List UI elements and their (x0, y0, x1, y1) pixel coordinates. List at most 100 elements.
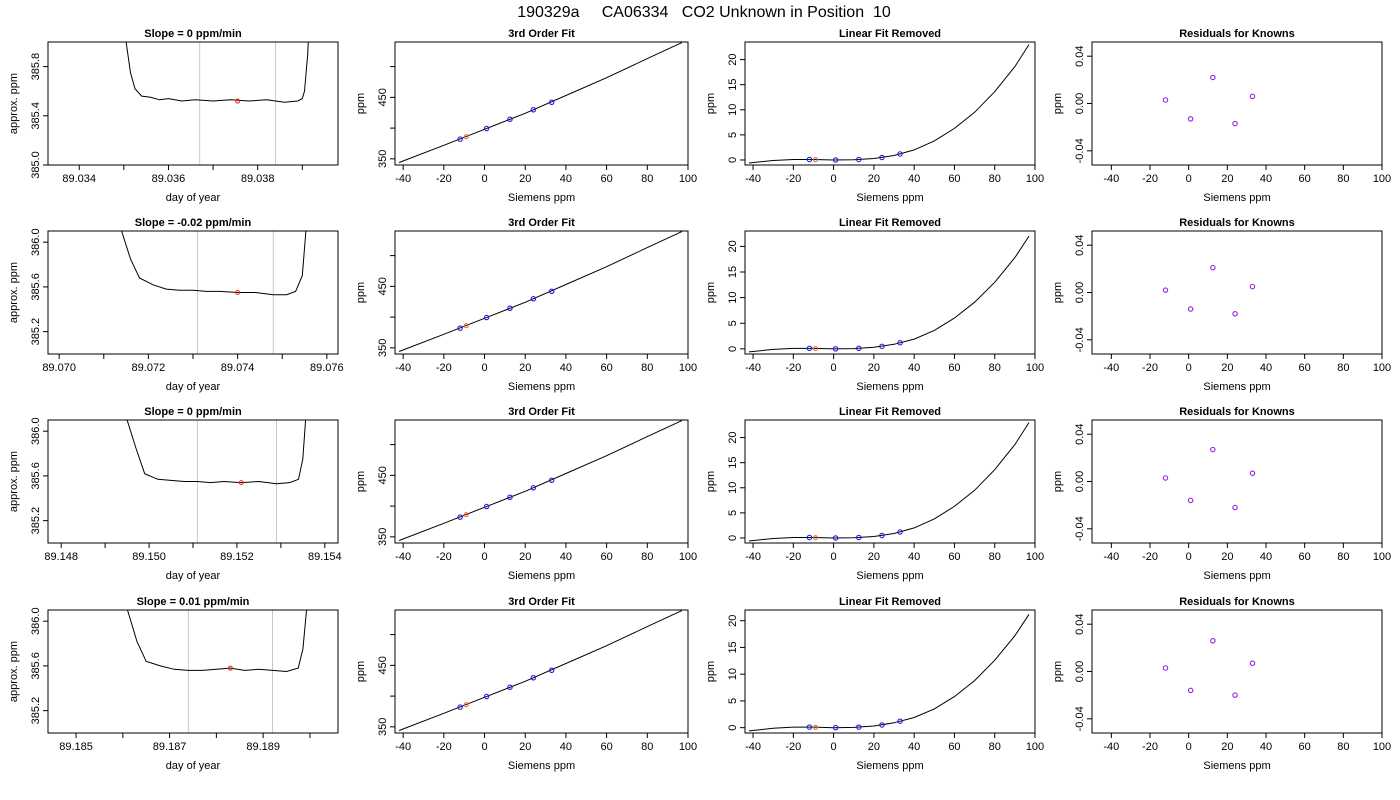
x-tick-label: 60 (948, 741, 960, 753)
x-tick-label: 40 (560, 362, 572, 374)
data-point (1187, 116, 1194, 122)
x-tick-label: -20 (436, 362, 452, 374)
x-tick-label: 89.150 (132, 551, 166, 563)
x-tick-label: 80 (641, 741, 653, 753)
data-point (1162, 665, 1169, 671)
y-tick-label: 386.0 (30, 228, 42, 256)
y-tick-label: 5 (727, 698, 739, 704)
x-tick-label: 20 (1221, 173, 1233, 185)
unknown-marker (463, 512, 469, 518)
x-tick-label: 40 (560, 741, 572, 753)
unknown-marker (238, 480, 244, 486)
unknown-marker (812, 724, 819, 730)
y-tick-label: 0 (727, 346, 739, 352)
x-tick-label: 80 (1337, 551, 1349, 563)
panel-title: Slope = -0.02 ppm/min (135, 217, 252, 229)
plot-frame (744, 230, 1036, 355)
data-point (1232, 120, 1238, 127)
y-tick-label: 10 (727, 668, 739, 680)
y-axis-label: approx. ppm (8, 262, 20, 323)
y-tick-label: 0.04 (1074, 45, 1086, 66)
plot-frame (1091, 609, 1383, 734)
x-tick-label: 80 (1337, 741, 1349, 753)
x-tick-label: 100 (1373, 551, 1391, 563)
x-tick-label: 0 (1186, 551, 1192, 563)
x-tick-label: 0 (481, 741, 487, 753)
y-tick-label: 385.0 (30, 151, 42, 179)
data-point (1187, 687, 1194, 694)
x-axis-label: day of year (166, 570, 221, 582)
data-point (806, 724, 813, 730)
x-tick-label: -40 (1103, 362, 1119, 374)
y-tick-label: 385.6 (30, 652, 42, 680)
data-point (832, 346, 839, 352)
x-tick-label: -40 (1103, 173, 1119, 185)
x-tick-label: 60 (1299, 551, 1311, 563)
data-point (1210, 74, 1216, 81)
x-tick-label: -40 (395, 362, 411, 374)
x-tick-label: -20 (1142, 551, 1158, 563)
panel-title: Residuals for Knowns (1179, 406, 1295, 418)
y-tick-label: 0.04 (1074, 423, 1086, 444)
fit-curve (748, 235, 1030, 353)
x-tick-label: 100 (1026, 741, 1044, 753)
x-tick-label: 89.076 (310, 362, 344, 374)
y-tick-label: 0 (727, 535, 739, 541)
panel-4-2: 3rd Order Fit -40 -20 0 20 40 60 80 100 350 450 Sie… (355, 596, 697, 772)
x-tick-label: 60 (600, 173, 612, 185)
unknown-marker (812, 157, 819, 163)
data-point (530, 675, 537, 681)
x-tick-label: 20 (1221, 551, 1233, 563)
y-tick-label: 350 (377, 150, 389, 168)
x-tick-label: 0 (481, 173, 487, 185)
data-point (832, 157, 839, 163)
x-tick-label: 40 (1260, 551, 1272, 563)
data-point (897, 718, 903, 724)
x-tick-label: 100 (679, 741, 697, 753)
y-axis-label: ppm (705, 661, 717, 682)
x-tick-label: -40 (745, 362, 761, 374)
plot-frame (47, 230, 339, 355)
x-tick-label: 80 (989, 173, 1001, 185)
plot-frame (47, 41, 339, 166)
x-tick-label: 0 (1186, 173, 1192, 185)
x-tick-label: 80 (1337, 362, 1349, 374)
panel-2-1: Slope = -0.02 ppm/min 89.070 89.072 89.074 8… (8, 217, 344, 393)
x-tick-label: 89.154 (308, 551, 342, 563)
x-tick-label: 80 (989, 741, 1001, 753)
x-axis-label: Siemens ppm (856, 192, 923, 204)
data-point (1210, 264, 1216, 271)
plot-frame (744, 41, 1036, 166)
x-tick-label: 80 (641, 362, 653, 374)
data-point (879, 154, 885, 161)
x-tick-label: 89.148 (44, 551, 78, 563)
panel-title: 3rd Order Fit (508, 596, 575, 608)
x-tick-label: -20 (436, 173, 452, 185)
y-tick-label: 385.4 (30, 102, 42, 130)
y-axis-label: ppm (1052, 471, 1064, 492)
y-tick-label: 20 (727, 53, 739, 65)
panel-1-3: Linear Fit Removed -40 -20 0 20 40 60 80 100 0 5 10… (705, 28, 1044, 204)
plot-frame (744, 419, 1036, 544)
x-tick-label: 60 (600, 362, 612, 374)
x-tick-label: -40 (745, 741, 761, 753)
x-tick-label: 100 (1373, 362, 1391, 374)
x-axis-label: Siemens ppm (508, 381, 575, 393)
x-tick-label: 89.185 (59, 741, 93, 753)
y-tick-label: 350 (377, 339, 389, 357)
unknown-marker (812, 346, 819, 352)
x-tick-label: 89.189 (246, 741, 280, 753)
data-point (548, 667, 555, 674)
x-axis-label: day of year (166, 760, 221, 772)
y-tick-label: 450 (377, 656, 389, 674)
x-tick-label: 80 (1337, 173, 1349, 185)
y-tick-label: 386.0 (30, 607, 42, 635)
x-tick-label: 60 (948, 551, 960, 563)
x-tick-label: 20 (519, 173, 531, 185)
data-point (457, 704, 463, 710)
y-tick-label: 5 (727, 320, 739, 326)
y-axis-label: approx. ppm (8, 73, 20, 134)
x-axis-label: Siemens ppm (856, 570, 923, 582)
panel-title: Linear Fit Removed (839, 596, 941, 608)
